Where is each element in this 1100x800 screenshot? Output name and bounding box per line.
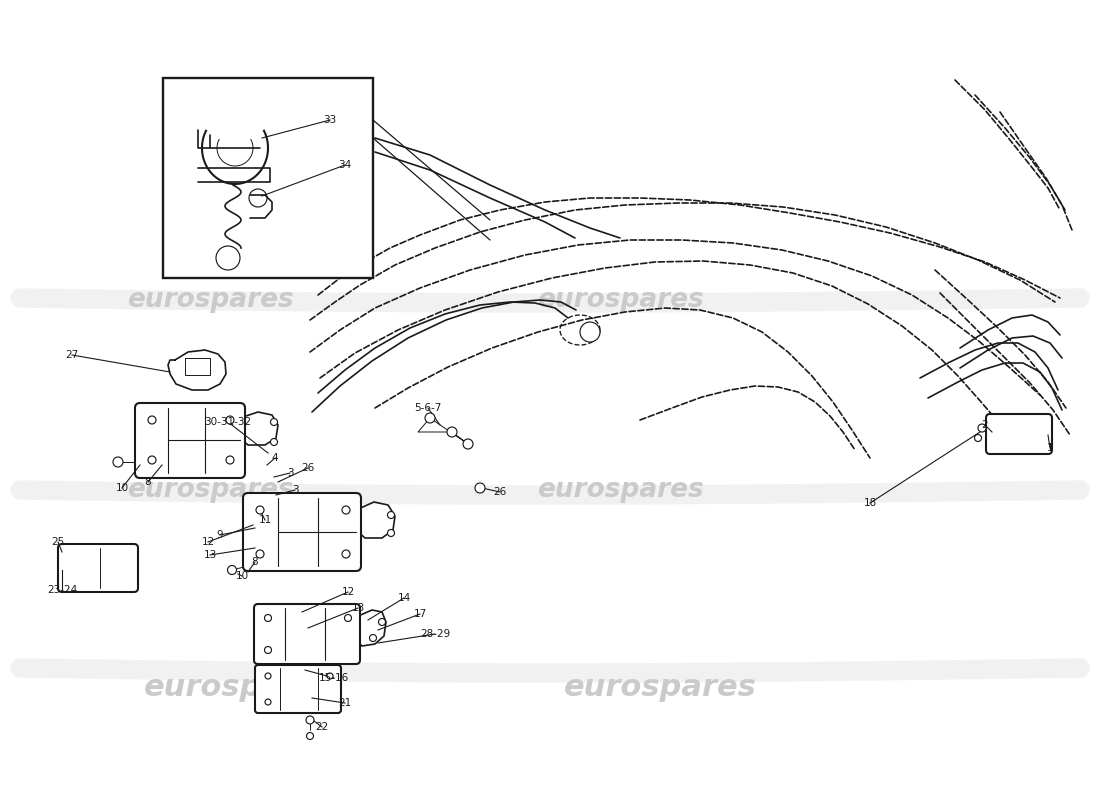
Text: 13: 13: [204, 550, 217, 560]
Text: 30-31-32: 30-31-32: [205, 417, 252, 427]
Text: 9: 9: [217, 530, 223, 540]
Text: 27: 27: [65, 350, 78, 360]
Text: 33: 33: [323, 115, 337, 125]
Circle shape: [265, 699, 271, 705]
Text: eurospares: eurospares: [563, 674, 757, 702]
FancyBboxPatch shape: [254, 604, 360, 664]
Circle shape: [216, 246, 240, 270]
Text: 23-24: 23-24: [47, 585, 77, 595]
FancyBboxPatch shape: [986, 414, 1052, 454]
FancyBboxPatch shape: [135, 403, 245, 478]
Circle shape: [148, 456, 156, 464]
Text: 2: 2: [981, 420, 988, 430]
Circle shape: [148, 416, 156, 424]
FancyBboxPatch shape: [255, 665, 341, 713]
Text: 26: 26: [494, 487, 507, 497]
Circle shape: [342, 506, 350, 514]
Circle shape: [226, 416, 234, 424]
Circle shape: [271, 418, 277, 426]
Text: 26: 26: [301, 463, 315, 473]
Text: 34: 34: [339, 160, 352, 170]
Text: 3: 3: [292, 485, 298, 495]
Text: 3: 3: [287, 468, 294, 478]
Bar: [163, 78, 373, 278]
Circle shape: [256, 506, 264, 514]
Circle shape: [475, 483, 485, 493]
Circle shape: [307, 733, 314, 739]
Circle shape: [306, 716, 313, 724]
Circle shape: [425, 413, 435, 423]
Circle shape: [378, 618, 385, 626]
Circle shape: [256, 550, 264, 558]
Text: 14: 14: [397, 593, 410, 603]
Text: 8: 8: [252, 557, 258, 567]
Text: 5-6-7: 5-6-7: [415, 403, 442, 413]
Circle shape: [264, 614, 272, 622]
Text: 25: 25: [52, 537, 65, 547]
Text: 11: 11: [258, 515, 272, 525]
Text: 1: 1: [1047, 443, 1054, 453]
Circle shape: [344, 614, 352, 622]
Text: 28-29: 28-29: [420, 629, 450, 639]
Circle shape: [271, 438, 277, 446]
Text: eurospares: eurospares: [126, 287, 294, 313]
Circle shape: [249, 189, 267, 207]
Circle shape: [370, 634, 376, 642]
Text: 22: 22: [316, 722, 329, 732]
Text: eurospares: eurospares: [126, 477, 294, 503]
Text: 10: 10: [116, 483, 129, 493]
Circle shape: [447, 427, 456, 437]
Circle shape: [387, 511, 395, 518]
Circle shape: [975, 434, 981, 442]
Circle shape: [342, 550, 350, 558]
Text: 18: 18: [864, 498, 877, 508]
Circle shape: [387, 530, 395, 537]
Circle shape: [580, 322, 600, 342]
Text: 15-16: 15-16: [319, 673, 349, 683]
Text: 8: 8: [145, 477, 152, 487]
Circle shape: [265, 673, 271, 679]
Circle shape: [228, 566, 236, 574]
Circle shape: [978, 424, 986, 432]
Text: 21: 21: [339, 698, 352, 708]
Text: 12: 12: [201, 537, 214, 547]
Circle shape: [226, 456, 234, 464]
Circle shape: [113, 457, 123, 467]
FancyBboxPatch shape: [243, 493, 361, 571]
Text: 10: 10: [235, 571, 249, 581]
FancyBboxPatch shape: [58, 544, 138, 592]
Text: eurospares: eurospares: [537, 287, 703, 313]
Circle shape: [463, 439, 473, 449]
Text: eurospares: eurospares: [144, 674, 337, 702]
Text: eurospares: eurospares: [537, 477, 703, 503]
Text: 12: 12: [341, 587, 354, 597]
Circle shape: [264, 646, 272, 654]
Text: 4: 4: [272, 453, 278, 463]
Text: 13: 13: [351, 603, 364, 613]
Text: 17: 17: [414, 609, 427, 619]
Circle shape: [327, 673, 333, 679]
